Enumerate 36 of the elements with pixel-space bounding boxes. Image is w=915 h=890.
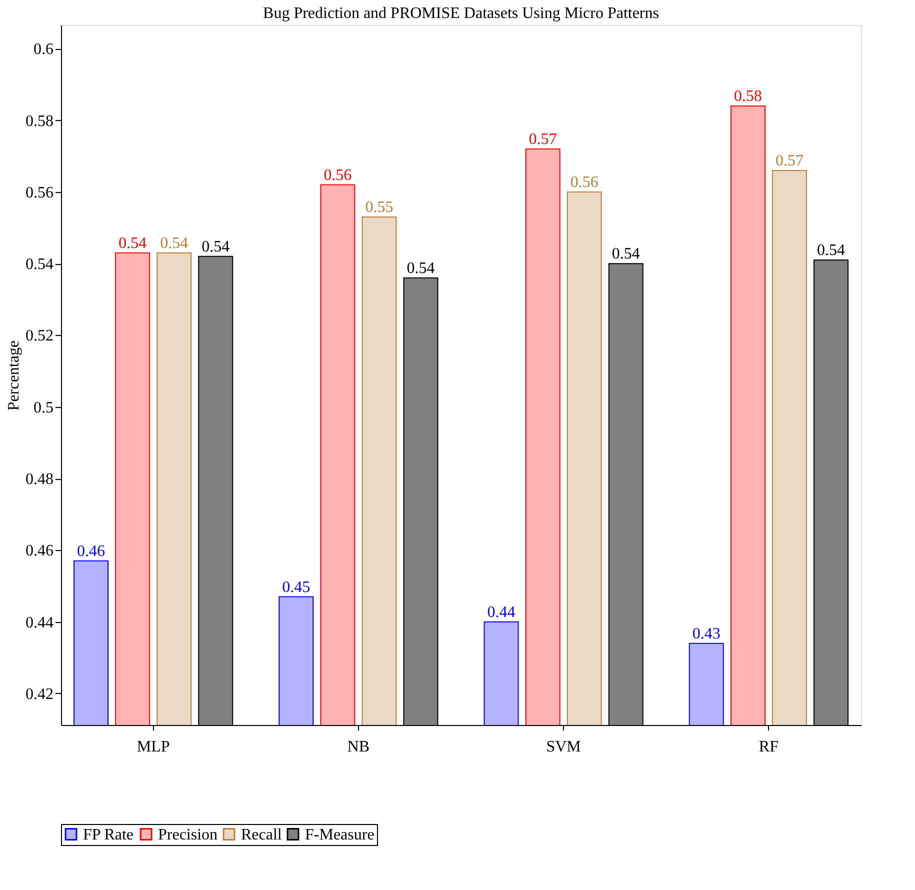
chart-title: Bug Prediction and PROMISE Datasets Using Micro Patterns [263,5,659,22]
data-label: 0.54 [160,234,188,252]
legend-label: F-Measure [305,826,374,844]
data-label: 0.57 [775,152,804,170]
y-tick-label: 0.46 [26,542,54,560]
data-label: 0.56 [324,166,352,184]
data-label: 0.56 [570,174,598,191]
y-tick-label: 0.54 [26,256,54,274]
y-tick-label: 0.48 [26,471,54,488]
y-tick-label: 0.56 [26,184,54,202]
data-label: 0.44 [487,604,516,621]
y-tick-label: 0.44 [26,614,54,632]
y-tick-label: 0.42 [26,686,54,703]
y-tick-label: 0.5 [34,399,54,416]
data-label: 0.55 [365,199,394,216]
y-tick-label: 0.52 [26,328,54,345]
data-label: 0.57 [528,130,557,148]
y-axis-title: Percentage [6,340,22,411]
y-tick-label: 0.58 [26,112,54,130]
x-tick-label: SVM [546,738,581,756]
data-label: 0.43 [692,625,720,642]
y-tick-label: 0.6 [34,41,54,58]
x-tick-label: RF [758,738,779,756]
data-label: 0.54 [118,234,147,252]
data-label: 0.54 [612,246,640,263]
data-label: 0.54 [202,238,230,256]
legend-label: FP Rate [83,826,134,844]
data-label: 0.54 [406,260,435,277]
data-label: 0.46 [76,542,105,560]
legend-label: Recall [241,826,282,844]
data-label: 0.58 [734,88,762,105]
data-label: 0.45 [282,578,310,596]
legend-label: Precision [158,826,218,844]
data-label: 0.54 [817,242,846,260]
x-tick-label: MLP [136,738,170,756]
x-tick-label: NB [347,738,370,756]
